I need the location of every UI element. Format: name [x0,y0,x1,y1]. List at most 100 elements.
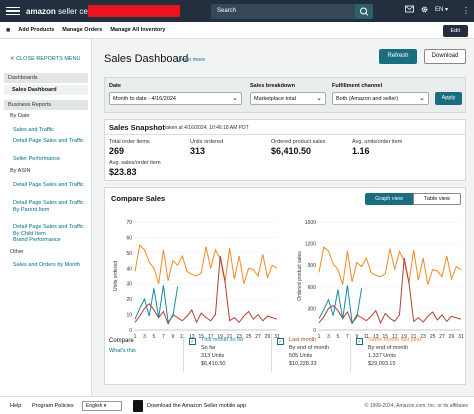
sidebar-link-seller-performance[interactable]: Seller Performance [13,156,61,162]
nav-add-products[interactable]: Add Products [18,27,55,33]
metric-label-order-items: Total order items [109,139,150,145]
y-tick-label: 60 [126,235,132,241]
x-tick-label: 3 [327,334,330,340]
bookmark-icon[interactable]: ■ [6,26,11,34]
metric-value-units: 313 [190,146,206,156]
metric-label-units: Units ordered [190,139,224,145]
sidebar-link-brand-performance[interactable]: Brand Performance [13,237,61,243]
footer: Help Program Policies English ▾ Download… [0,396,474,414]
series-line [318,285,363,325]
chevron-down-icon: ⌄ [316,95,322,102]
x-tick-label: 23 [420,334,426,340]
snapshot-title: Sales Snapshot [109,123,165,132]
search-button[interactable] [355,4,373,19]
metric-value-sales: $6,410.50 [271,146,312,156]
legend-title-last-month: Last month [289,337,317,343]
divider [350,334,351,372]
divider [183,334,184,372]
sidebar-link-by-parent[interactable]: Detail Page Sales and Traffic By Parent … [13,200,84,213]
hamburger-menu-icon[interactable] [6,6,20,16]
apply-button[interactable]: Apply [435,92,462,105]
whats-this-link[interactable]: What's this [109,348,136,354]
x-tick-label: 31 [458,334,464,340]
series-line [318,257,462,325]
compare-legend-label: Compare [109,338,134,344]
sidebar-link-by-child[interactable]: Detail Page Sales and Traffic By Child I… [13,224,84,237]
table-view-button[interactable]: Table view [413,193,461,205]
legend-line: $29,093.15 [368,361,396,367]
legend-line: 1,337 Units [368,353,396,359]
series-line [134,285,179,324]
fulfillment-label: Fulfillment channel [332,83,383,89]
y-axis-label: Ordered product sales [297,251,303,301]
sidebar-link-detail-page-date[interactable]: Detail Page Sales and Traffic [13,138,84,144]
y-tick-label: 20 [126,297,132,303]
sidebar-section-business-reports: Business Reports [4,100,88,110]
y-tick-label: 0 [313,328,316,334]
x-tick-label: 19 [401,334,407,340]
sidebar-link-detail-page-asin[interactable]: Detail Page Sales and Traffic [13,182,84,188]
mobile-app-icon[interactable] [133,400,143,412]
x-tick-label: 11 [364,334,369,340]
x-tick-label: 9 [355,334,358,340]
checkbox-this-month[interactable]: ✓ [189,338,196,345]
y-tick-label: 900 [308,263,317,269]
edit-button[interactable]: Edit [442,25,468,37]
fulfillment-select[interactable]: Both (Amazon and seller) ⌄ [332,92,429,105]
metric-value-avg-sales: $23.83 [109,167,137,177]
date-label: Date [109,83,121,89]
sidebar-section-dashboards: Dashboards [4,73,88,83]
x-tick-label: 21 [411,334,417,340]
x-tick-label: 15 [382,334,388,340]
x-tick-label: 27 [439,334,445,340]
y-tick-label: 1500 [305,220,316,226]
metric-label-sales: Ordered product sales [271,139,326,145]
x-tick-label: 29 [449,334,455,340]
close-reports-menu-link[interactable]: ✕ CLOSE REPORTS MENU [10,56,81,62]
download-button[interactable]: Download [424,49,466,64]
refresh-button[interactable]: Refresh [379,49,417,64]
sales-breakdown-select[interactable]: Marketplace total ⌄ [250,92,326,105]
sidebar-link-sales-orders-month[interactable]: Sales and Orders by Month [13,262,80,268]
gear-icon[interactable] [420,5,429,18]
more-menu-icon[interactable]: ⋮ [462,6,470,15]
compare-sales-title: Compare Sales [111,194,166,203]
learn-more-link[interactable]: Learn more [177,57,206,63]
y-tick-label: 50 [126,251,132,257]
x-tick-label: 13 [189,334,195,340]
metric-value-avg-units: 1.16 [352,146,370,156]
footer-app-link[interactable]: Download the Amazon Seller mobile app [147,403,247,409]
legend-line: So far [201,345,216,351]
y-tick-label: 30 [126,282,132,288]
bookmark-bar: ■ Add Products Manage Orders Manage All … [0,22,474,39]
checkbox-last-month[interactable]: ✓ [277,338,284,345]
footer-language-select[interactable]: English ▾ [82,401,122,411]
checkbox-same-month-last-year[interactable]: ✓ [356,338,363,345]
brand-logo[interactable]: amazon seller central [26,6,104,16]
legend-line: 505 Units [289,353,313,359]
mail-icon[interactable] [405,5,414,17]
sales-snapshot-panel: Sales Snapshot taken at 4/16/2024, 10:46… [104,119,466,181]
x-tick-label: 3 [143,334,146,340]
legend-line: $6,410.50 [201,361,226,367]
sidebar-link-sales-traffic[interactable]: Sales and Traffic [13,127,54,133]
divider [105,134,465,135]
search-input[interactable]: Search [211,4,358,19]
graph-view-button[interactable]: Graph view [365,193,413,205]
nav-manage-inventory[interactable]: Manage All Inventory [110,27,166,33]
x-tick-label: 11 [180,334,185,340]
x-tick-label: 15 [198,334,204,340]
footer-help-link[interactable]: Help [10,403,22,409]
filters-panel: Date Month to date - 4/16/2024 ⌄ Sales br… [104,77,466,113]
footer-policies-link[interactable]: Program Policies [32,403,74,409]
chevron-down-icon: ⌄ [232,95,238,102]
legend-title-last-year: Same month last year [368,337,422,343]
sidebar-item-sales-dashboard[interactable]: Sales Dashboard [4,85,88,95]
reports-sidebar: ✕ CLOSE REPORTS MENU Dashboards Sales Da… [0,39,92,396]
nav-manage-orders[interactable]: Manage Orders [62,27,103,33]
language-selector[interactable]: EN ▾ [435,7,449,13]
series-line [134,244,278,284]
legend-line: $10,228.33 [289,361,317,367]
date-select[interactable]: Month to date - 4/16/2024 ⌄ [109,92,242,105]
